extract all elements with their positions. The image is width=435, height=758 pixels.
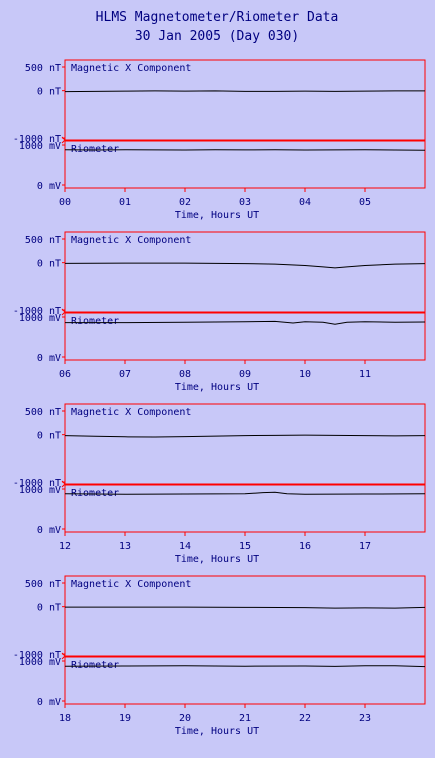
axis-break-mark: [61, 308, 66, 316]
rio-panel-label: Riometer: [71, 488, 119, 499]
rio-y-tick-label: 0 mV: [37, 697, 61, 708]
chart-block-1: 500 nT 0 nT -1000 nT Magnetic X Component 10…: [13, 231, 426, 393]
mag-panel-label: Magnetic X Component: [71, 407, 191, 418]
x-tick-label: 04: [299, 197, 311, 208]
rio-y-tick-label: 0 mV: [37, 525, 61, 536]
mag-y-tick-label: 500 nT: [25, 407, 61, 418]
mag-y-tick-label: 500 nT: [25, 235, 61, 246]
mag-y-tick-label: 0 nT: [37, 259, 61, 270]
mag-panel-frame: [64, 403, 426, 485]
mag-trace: [64, 262, 426, 269]
mag-y-tick-label: 500 nT: [25, 579, 61, 590]
x-tick-label: 23: [359, 713, 371, 724]
x-axis-label: Time, Hours UT: [175, 382, 259, 393]
x-tick-label: 14: [179, 541, 191, 552]
mag-panel-frame: [64, 575, 426, 657]
rio-y-tick-label: 0 mV: [37, 353, 61, 364]
x-tick-label: 06: [59, 369, 71, 380]
mag-panel-label: Magnetic X Component: [71, 63, 191, 74]
x-tick-label: 18: [59, 713, 71, 724]
axis-break-mark: [61, 480, 66, 488]
x-tick-label: 10: [299, 369, 311, 380]
x-tick-label: 21: [239, 713, 251, 724]
x-axis-label: Time, Hours UT: [175, 210, 259, 221]
rio-y-tick-label: 1000 mV: [19, 657, 61, 668]
axis-break-mark: [61, 136, 66, 144]
mag-trace: [64, 434, 426, 438]
rio-trace: [64, 665, 426, 668]
chart-block-2: 500 nT 0 nT -1000 nT Magnetic X Component 10…: [13, 403, 426, 565]
mag-panel-label: Magnetic X Component: [71, 235, 191, 246]
x-tick-label: 07: [119, 369, 131, 380]
chart-title: HLMS Magnetometer/Riometer Data: [96, 10, 339, 25]
mag-trace: [65, 606, 426, 609]
x-tick-label: 17: [359, 541, 371, 552]
mag-y-tick-label: 0 nT: [37, 603, 61, 614]
rio-panel-label: Riometer: [71, 316, 119, 327]
x-tick-label: 20: [179, 713, 191, 724]
mag-y-tick-label: 500 nT: [25, 63, 61, 74]
mag-y-tick-label: -1000 nT: [13, 306, 61, 317]
mag-y-tick-label: 0 nT: [37, 431, 61, 442]
x-tick-label: 22: [299, 713, 311, 724]
x-tick-label: 12: [59, 541, 71, 552]
mag-trace: [64, 90, 425, 93]
x-tick-label: 03: [239, 197, 251, 208]
x-axis-label: Time, Hours UT: [175, 726, 259, 737]
rio-panel-label: Riometer: [71, 660, 119, 671]
chart-block-0: 500 nT 0 nT -1000 nT Magnetic X Component 10…: [13, 59, 426, 221]
axis-break-mark: [61, 652, 66, 660]
rio-trace: [65, 320, 426, 325]
x-tick-label: 01: [119, 197, 131, 208]
rio-trace: [64, 491, 426, 495]
mag-y-tick-label: -1000 nT: [13, 650, 61, 661]
chart-block-3: 500 nT 0 nT -1000 nT Magnetic X Component 10…: [13, 575, 426, 737]
x-tick-label: 13: [119, 541, 131, 552]
x-tick-label: 08: [179, 369, 191, 380]
x-tick-label: 15: [239, 541, 251, 552]
rio-y-tick-label: 0 mV: [37, 181, 61, 192]
x-axis-label: Time, Hours UT: [175, 554, 259, 565]
rio-y-tick-label: 1000 mV: [19, 313, 61, 324]
mag-y-tick-label: 0 nT: [37, 87, 61, 98]
x-tick-label: 19: [119, 713, 131, 724]
rio-y-tick-label: 1000 mV: [19, 141, 61, 152]
chart-subtitle: 30 Jan 2005 (Day 030): [135, 29, 299, 44]
mag-panel-frame: [64, 231, 426, 313]
x-tick-label: 16: [299, 541, 311, 552]
rio-y-tick-label: 1000 mV: [19, 485, 61, 496]
mag-panel-label: Magnetic X Component: [71, 579, 191, 590]
mag-y-tick-label: -1000 nT: [13, 134, 61, 145]
mag-y-tick-label: -1000 nT: [13, 478, 61, 489]
mag-panel-frame: [64, 59, 426, 141]
x-tick-label: 05: [359, 197, 371, 208]
x-tick-label: 09: [239, 369, 251, 380]
x-tick-label: 02: [179, 197, 191, 208]
x-tick-label: 00: [59, 197, 71, 208]
x-tick-label: 11: [359, 369, 371, 380]
